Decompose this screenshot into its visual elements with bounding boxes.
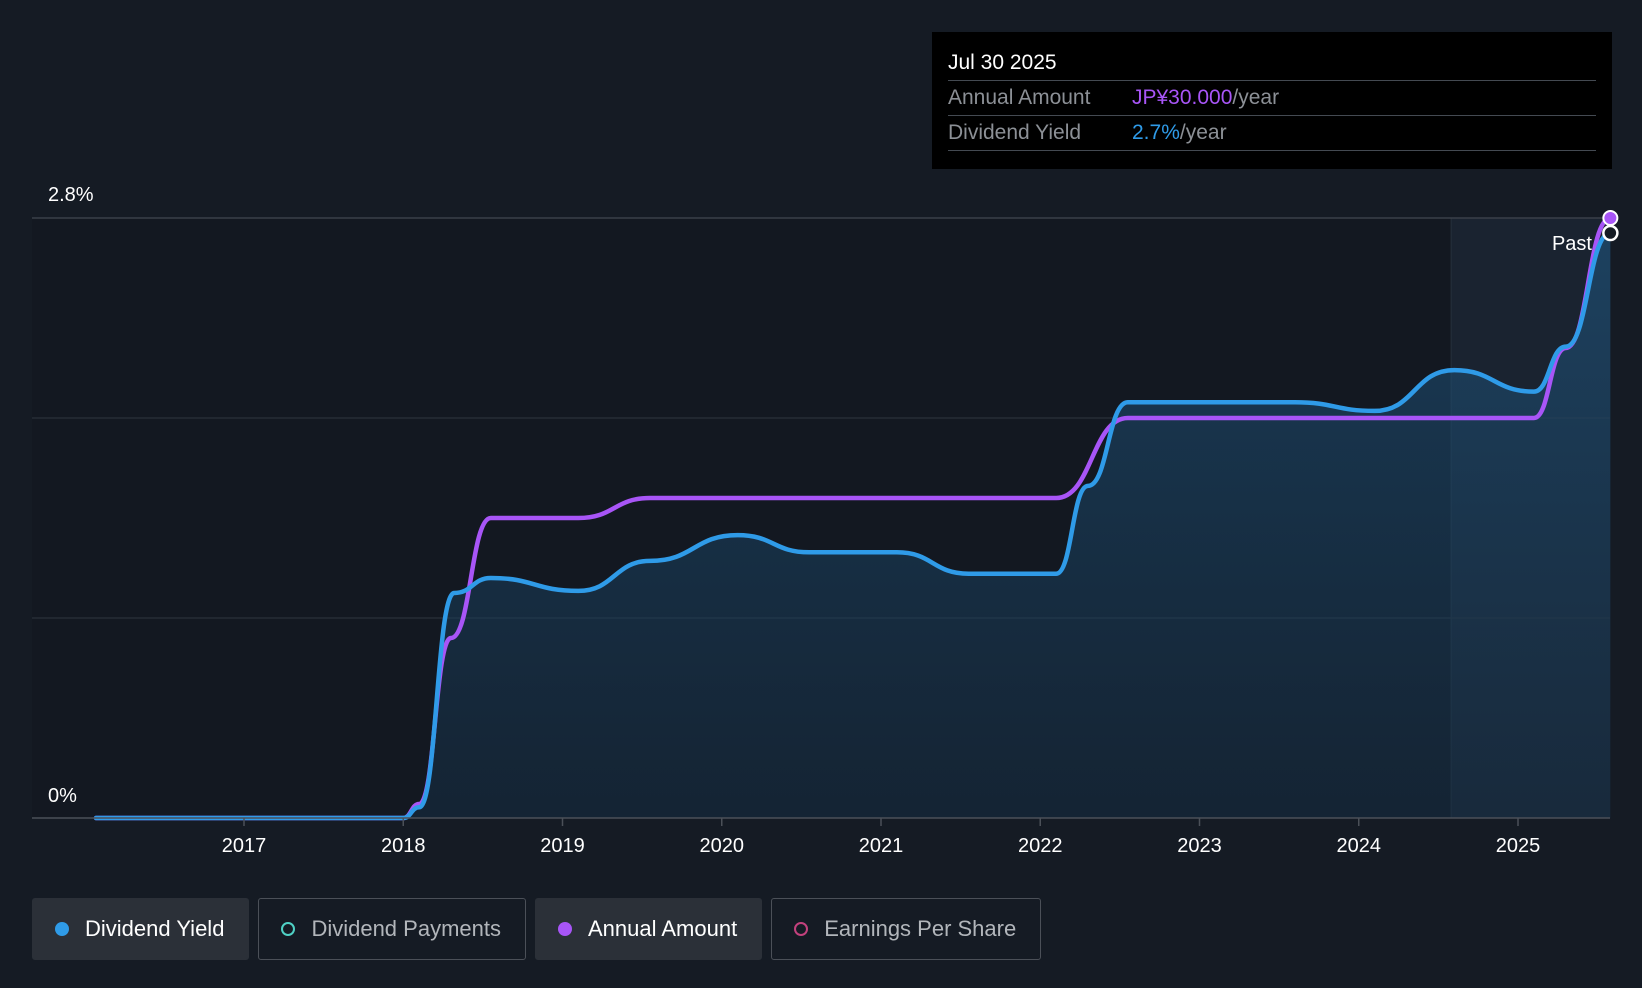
legend-label: Dividend Payments [311, 916, 501, 941]
x-tick-label: 2025 [1496, 835, 1541, 857]
legend: Dividend Yield Dividend Payments Annual … [32, 898, 1042, 960]
tooltip-date: Jul 30 2025 [948, 46, 1596, 81]
legend-earnings-per-share[interactable]: Earnings Per Share [771, 898, 1042, 960]
tooltip-yield-unit: /year [1179, 121, 1227, 144]
dividend-yield-line [93, 230, 1613, 821]
x-tick-label: 2024 [1337, 835, 1382, 857]
tooltip-yield-label: Dividend Yield [948, 121, 1082, 144]
annual-amount-dot-icon [557, 922, 572, 936]
x-tick-label: 2023 [1177, 835, 1222, 857]
dividend-yield-end-marker[interactable] [1602, 224, 1619, 242]
annual-amount-end-marker[interactable] [1602, 210, 1619, 226]
y-tick-label-top: 2.8% [48, 184, 94, 206]
annual-amount-line [93, 215, 1613, 821]
legend-annual-amount[interactable]: Annual Amount [534, 898, 763, 960]
dividend-yield-dot-icon [55, 922, 69, 936]
legend-label: Dividend Yield [85, 916, 225, 941]
tooltip-annual-label: Annual Amount [948, 86, 1091, 109]
x-tick-label: 2021 [859, 835, 904, 857]
tooltip: Jul 30 2025 Annual Amount JP¥30.000/year… [932, 32, 1612, 169]
tooltip-yield-row: Dividend Yield 2.7%/year [948, 116, 1596, 151]
x-tick-label: 2018 [381, 835, 426, 857]
x-tick-label: 2020 [700, 835, 745, 857]
x-ticks: 2017 2018 2019 2020 2021 2022 2023 2024 2025 [222, 818, 1541, 857]
x-tick-label: 2017 [222, 835, 267, 857]
tooltip-yield-value: 2.7% [1132, 121, 1180, 144]
legend-label: Annual Amount [587, 916, 738, 941]
tooltip-annual-row: Annual Amount JP¥30.000/year [948, 81, 1596, 116]
past-label: Past [1552, 233, 1592, 255]
dividend-payments-ring-icon [281, 922, 296, 936]
legend-dividend-yield[interactable]: Dividend Yield [32, 898, 250, 960]
x-tick-label: 2019 [540, 835, 585, 857]
y-tick-label-bottom: 0% [48, 785, 77, 807]
x-tick-label: 2022 [1018, 835, 1063, 857]
dividend-yield-area [96, 233, 1611, 818]
tooltip-annual-value: JP¥30.000 [1132, 86, 1233, 109]
tooltip-annual-unit: /year [1232, 86, 1280, 109]
earnings-per-share-ring-icon [794, 922, 809, 936]
legend-dividend-payments[interactable]: Dividend Payments [258, 898, 526, 960]
legend-label: Earnings Per Share [824, 916, 1017, 941]
